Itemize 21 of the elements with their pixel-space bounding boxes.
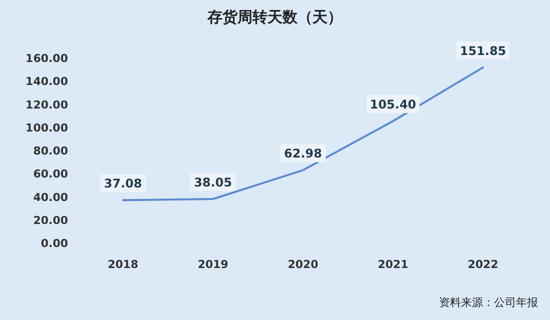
data-label: 62.98 <box>284 146 322 161</box>
data-label: 38.05 <box>194 176 232 190</box>
y-tick-label: 0.00 <box>40 237 68 250</box>
y-tick-label: 40.00 <box>33 190 68 204</box>
y-tick-label: 80.00 <box>33 144 68 158</box>
y-tick-label: 60.00 <box>33 168 68 181</box>
y-tick-label: 120.00 <box>26 98 68 112</box>
text: 资料来源：公司年报 <box>439 296 538 309</box>
y-tick-label: 100.00 <box>26 121 68 134</box>
data-label: 105.40 <box>370 98 416 112</box>
chart-title: 存货周转天数（天） <box>206 8 342 26</box>
x-tick-label: 2019 <box>198 258 228 271</box>
data-label: 151.85 <box>460 44 506 58</box>
y-tick-label: 140.00 <box>26 75 68 88</box>
x-tick-label: 2022 <box>468 258 498 271</box>
x-tick-label: 2021 <box>378 258 408 271</box>
x-tick-label: 2018 <box>108 258 138 271</box>
y-tick-label: 20.00 <box>33 214 68 227</box>
y-tick-label: 160.00 <box>26 52 68 65</box>
x-tick-label: 2020 <box>288 258 319 271</box>
data-label: 37.08 <box>104 176 142 191</box>
